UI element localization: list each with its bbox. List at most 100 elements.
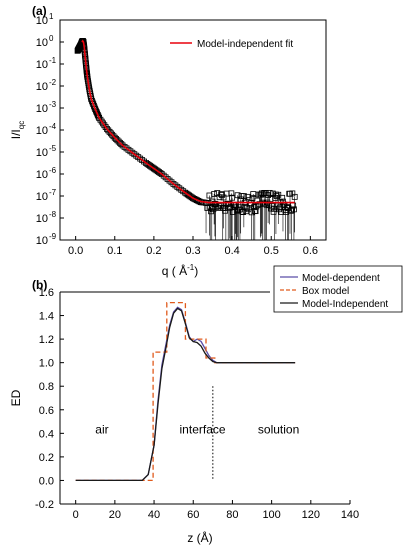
data-point	[244, 205, 250, 211]
x-tick-label-a: 0.2	[146, 245, 161, 257]
data-point	[119, 142, 126, 149]
x-tick-label-a: 0.6	[303, 245, 318, 257]
y-tick-label-b: 0.8	[39, 381, 54, 393]
y-tick-exponent-a: -1	[49, 56, 57, 65]
y-tick-label-b: 1.0	[39, 358, 54, 370]
y-tick-label-b: 0.0	[39, 475, 54, 487]
data-point	[211, 191, 218, 197]
x-tick-label-b: 100	[262, 509, 280, 521]
region-label: air	[95, 422, 108, 436]
region-labels-b: air interface solution	[95, 422, 299, 436]
region-label: interface	[180, 422, 226, 436]
x-tick-label-b: 60	[187, 509, 199, 521]
y-tick-label-a: 10	[36, 81, 48, 93]
data-point	[279, 194, 286, 201]
data-point	[174, 183, 181, 190]
data-point	[176, 185, 183, 192]
x-axis-title-b: z (Å)	[187, 530, 212, 545]
x-tick-label-b: 80	[226, 509, 238, 521]
data-point	[92, 107, 99, 114]
data-point	[121, 143, 128, 150]
y-tick-label-a: 10	[36, 59, 48, 71]
data-point	[207, 204, 214, 211]
data-point	[229, 194, 236, 201]
fit-line	[81, 39, 295, 204]
data-point	[125, 146, 132, 153]
series-line	[75, 307, 296, 482]
x-tick-label-b: 120	[302, 509, 320, 521]
y-tick-label-a: 10	[36, 37, 48, 49]
y-tick-label-b: -0.2	[35, 499, 54, 511]
data-point	[172, 182, 179, 189]
legend-label-b: Model-dependent	[302, 273, 380, 284]
legend-label-b: Box model	[302, 286, 349, 297]
y-tick-exponent-a: -9	[49, 232, 57, 241]
data-point	[178, 186, 185, 193]
series-lines-b	[75, 301, 296, 482]
y-tick-exponent-a: -3	[49, 100, 57, 109]
panel-b: (b) 0 20 40 60 80 100 120 140 -0.2 0.0 0.2 0.4 0.6 0…	[9, 265, 403, 545]
legend-label-fit: Model-independent fit	[197, 39, 293, 50]
legend-label-b: Model-Independent	[302, 299, 388, 310]
data-point	[135, 154, 142, 161]
data-point	[234, 192, 241, 199]
data-point	[95, 113, 102, 120]
y-axis-title-a: I/Iqc	[9, 121, 26, 139]
y-axis-ticks-b: -0.2 0.0 0.2 0.4 0.6 0.8 1.0 1.2 1.4 1.6	[35, 287, 64, 511]
y-tick-label-b: 0.2	[39, 452, 54, 464]
x-tick-label-a: 0.1	[107, 245, 122, 257]
y-tick-label-a: 10	[36, 125, 48, 137]
data-point	[92, 106, 99, 112]
x-tick-label-a: 0.3	[185, 245, 200, 257]
x-axis-ticks-b: 0 20 40 60 80 100 120 140	[73, 500, 359, 521]
data-point	[222, 207, 228, 214]
region-label: solution	[258, 422, 299, 436]
data-point	[168, 179, 175, 186]
fit-line-a	[81, 39, 295, 204]
data-point	[280, 198, 286, 205]
legend-box-b	[273, 265, 403, 313]
x-tick-label-a: 0.5	[264, 245, 279, 257]
x-tick-label-a: 0.4	[224, 245, 239, 257]
x-tick-label-b: 0	[73, 509, 79, 521]
y-axis-title-a-sub: qc	[17, 121, 26, 129]
data-point	[131, 151, 138, 158]
data-point	[228, 190, 235, 197]
x-tick-label-b: 20	[109, 509, 121, 521]
y-tick-exponent-a: -8	[49, 210, 57, 219]
y-tick-exponent-a: -4	[49, 122, 57, 131]
x-axis-title-a-main: q ( Å	[162, 263, 187, 278]
y-tick-label-a: 10	[36, 213, 48, 225]
data-point	[291, 193, 298, 200]
y-tick-exponent-a: -5	[49, 144, 57, 153]
x-axis-ticks-a: 0.0 0.1 0.2 0.3 0.4 0.5 0.6	[68, 236, 318, 257]
data-point	[250, 191, 257, 197]
panel-label-b: (b)	[32, 278, 47, 292]
y-tick-label-b: 0.4	[39, 428, 54, 440]
data-point	[170, 180, 177, 187]
axes-b	[59, 291, 350, 505]
data-point	[160, 172, 167, 179]
y-tick-label-b: 1.6	[39, 287, 54, 299]
data-point	[266, 189, 273, 196]
data-point	[240, 193, 247, 199]
data-point	[158, 171, 165, 177]
y-tick-label-b: 1.4	[39, 311, 54, 323]
y-tick-label-a: 10	[36, 191, 48, 203]
y-axis-title-b: ED	[9, 389, 23, 406]
data-point	[166, 177, 173, 184]
y-tick-label-b: 0.6	[39, 405, 54, 417]
y-tick-exponent-a: -2	[49, 78, 57, 87]
data-point	[291, 206, 297, 213]
data-point	[93, 109, 100, 115]
data-point	[123, 145, 130, 152]
data-point	[273, 193, 280, 199]
x-tick-label-a: 0.0	[68, 245, 83, 257]
y-tick-label-a: 10	[36, 15, 48, 27]
x-axis-title-a-close: )	[194, 264, 198, 278]
series-line	[75, 301, 296, 482]
